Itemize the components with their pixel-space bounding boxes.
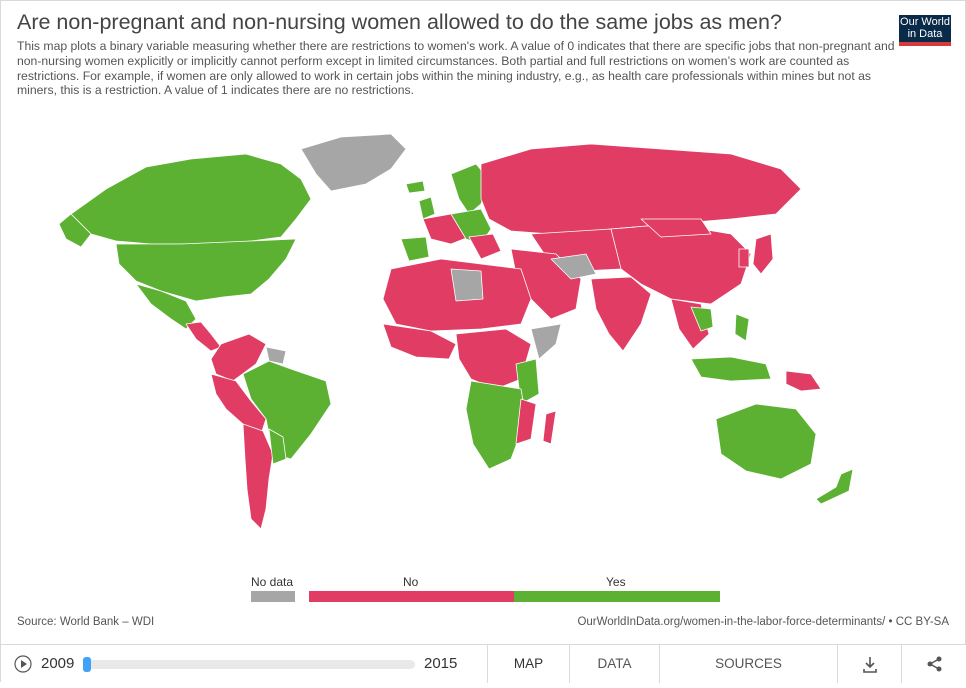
legend-label-no: No <box>403 575 419 589</box>
region-argentina-chile[interactable] <box>242 423 274 530</box>
region-mongolia[interactable] <box>640 218 712 238</box>
region-india[interactable] <box>590 276 652 352</box>
region-central-africa[interactable] <box>455 328 532 390</box>
tab-data[interactable]: DATA <box>569 645 659 683</box>
region-russia[interactable] <box>480 143 802 235</box>
region-indonesia[interactable] <box>690 356 772 382</box>
tab-map[interactable]: MAP <box>487 645 569 683</box>
region-iran-nodata[interactable] <box>550 253 597 280</box>
region-philippines[interactable] <box>734 313 750 342</box>
region-central-america[interactable] <box>185 321 222 352</box>
controls-bar: 2009 2015 MAP DATA SOURCES <box>1 644 966 683</box>
share-button[interactable] <box>901 645 965 683</box>
timeline-track[interactable] <box>85 660 415 669</box>
chart-subtitle: This map plots a binary variable measuri… <box>17 39 895 98</box>
logo-line-1: Our World <box>900 16 950 28</box>
region-new-zealand[interactable] <box>815 468 854 505</box>
region-venezuela-colombia[interactable] <box>210 333 267 382</box>
region-brazil[interactable] <box>242 360 332 460</box>
chart-title: Are non-pregnant and non-nursing women a… <box>17 10 782 34</box>
tab-sources[interactable]: SOURCES <box>659 645 837 683</box>
region-horn-nodata[interactable] <box>530 323 562 360</box>
region-japan[interactable] <box>752 233 774 275</box>
play-icon[interactable] <box>13 654 33 674</box>
legend-label-yes: Yes <box>606 575 626 589</box>
region-greenland[interactable] <box>300 133 407 192</box>
region-canada[interactable] <box>70 153 312 245</box>
region-southern-africa[interactable] <box>465 380 527 470</box>
source-link[interactable]: OurWorldInData.org/women-in-the-labor-fo… <box>577 616 949 628</box>
region-laos-cambodia[interactable] <box>690 306 714 332</box>
region-west-africa[interactable] <box>382 323 457 360</box>
legend-swatch-no-data <box>251 591 295 602</box>
region-madagascar[interactable] <box>542 410 557 445</box>
region-uk-ireland[interactable] <box>418 196 436 220</box>
region-libya-nodata[interactable] <box>450 268 484 302</box>
start-year: 2009 <box>41 655 75 672</box>
region-png[interactable] <box>785 370 822 392</box>
logo-line-2: in Data <box>907 28 943 40</box>
timeline-handle[interactable] <box>83 657 91 672</box>
download-button[interactable] <box>837 645 901 683</box>
region-alaska[interactable] <box>58 213 92 248</box>
map-legend: No data No Yes <box>1 571 966 611</box>
region-korea[interactable] <box>738 248 750 268</box>
owid-logo[interactable]: Our World in Data <box>899 15 951 46</box>
region-iberia[interactable] <box>400 236 430 262</box>
share-icon <box>927 656 942 672</box>
region-balkans[interactable] <box>468 233 502 260</box>
region-uruguay-paraguay[interactable] <box>268 428 287 465</box>
legend-label-no-data: No data <box>251 575 294 589</box>
download-icon <box>863 657 877 673</box>
world-map[interactable] <box>11 119 891 539</box>
region-scandinavia[interactable] <box>450 163 490 215</box>
region-usa[interactable] <box>115 238 297 302</box>
region-iceland[interactable] <box>405 180 426 194</box>
region-australia[interactable] <box>715 403 817 480</box>
legend-swatch-no <box>309 591 514 602</box>
region-guianas[interactable] <box>265 346 287 365</box>
legend-swatch-yes <box>514 591 720 602</box>
end-year: 2015 <box>424 655 458 672</box>
region-mozambique[interactable] <box>515 398 537 445</box>
source-note[interactable]: Source: World Bank – WDI <box>17 616 155 628</box>
